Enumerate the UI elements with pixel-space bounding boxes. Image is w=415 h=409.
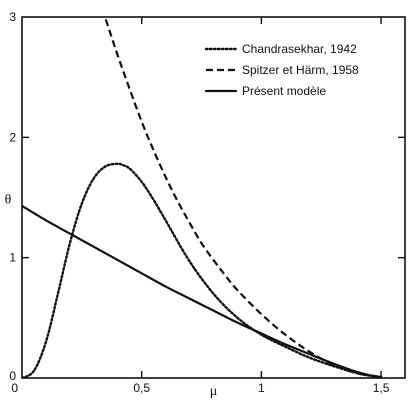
- y-tick-label: 1: [9, 251, 16, 265]
- legend-label: Chandrasekhar, 1942: [242, 42, 357, 56]
- series-lines: [22, 19, 383, 378]
- present-model-curve: [22, 204, 383, 378]
- y-tick-label: 2: [9, 130, 16, 144]
- chandrasekhar-1942-curve: [22, 162, 383, 378]
- y-axis-label: θ: [5, 193, 12, 208]
- y-tick-label: 0: [9, 369, 16, 383]
- x-tick-label: 0,5: [133, 381, 150, 395]
- spitzer-harm-1958-curve: [104, 19, 382, 378]
- series-group: [22, 19, 383, 378]
- x-tick-label: 1: [258, 381, 265, 395]
- legend: Chandrasekhar, 1942 Spitzer et Härm, 1958…: [204, 42, 359, 98]
- x-tick-label: 1,5: [373, 381, 390, 395]
- legend-item-present-model: Présent modèle: [204, 84, 326, 98]
- legend-label: Présent modèle: [242, 84, 326, 98]
- plot-frame: [21, 16, 406, 379]
- y-tick-label: 3: [9, 10, 16, 24]
- legend-label: Spitzer et Härm, 1958: [242, 63, 359, 77]
- plot-border: [21, 16, 406, 379]
- legend-item-chandrasekhar: Chandrasekhar, 1942: [204, 42, 357, 56]
- x-tick-label: 0: [11, 381, 18, 395]
- x-axis-label: μ: [210, 384, 218, 399]
- legend-item-spitzer-harm: Spitzer et Härm, 1958: [206, 63, 359, 77]
- axis-ticks: 0 0,5 1 1,5 0 1 2 3: [9, 10, 405, 395]
